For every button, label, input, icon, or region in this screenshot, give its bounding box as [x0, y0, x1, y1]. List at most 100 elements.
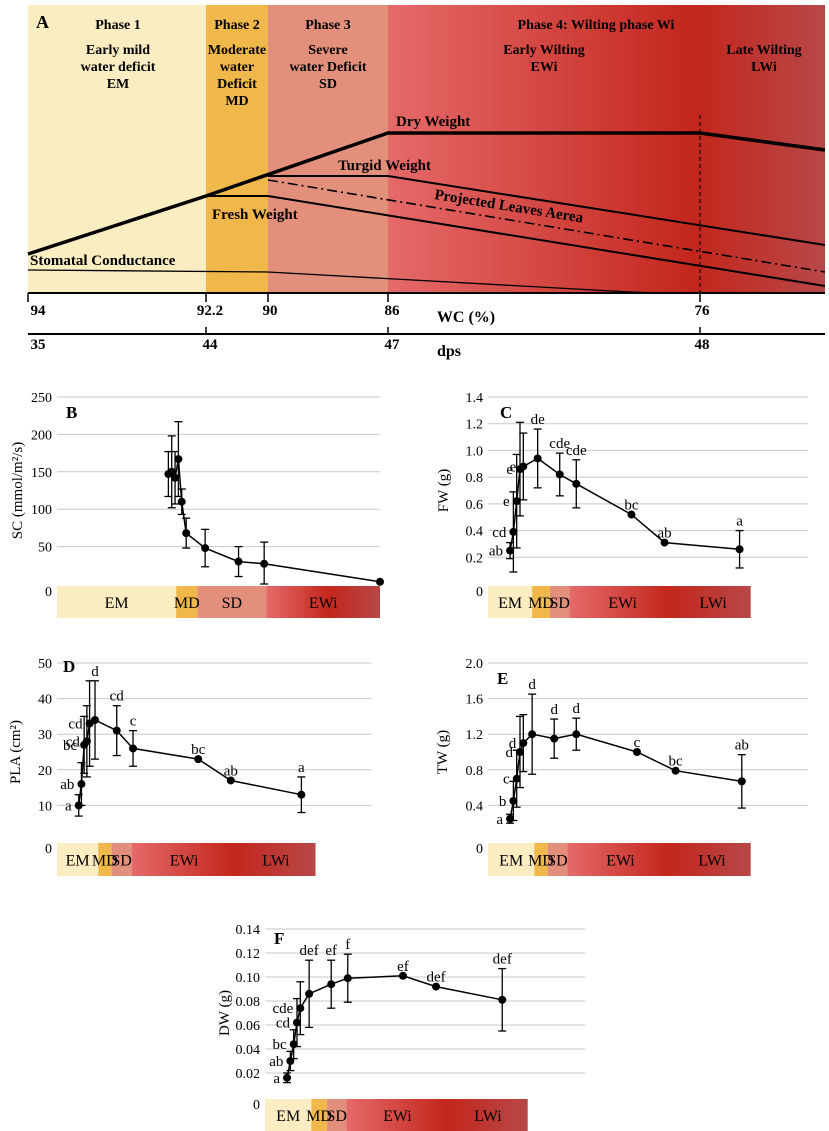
chart-b-point — [260, 559, 269, 568]
chart-b-point — [376, 577, 384, 586]
chart-b-point — [182, 529, 191, 538]
chart-f-band-label: EM — [276, 1108, 300, 1125]
chart-f-ytick-label: 0.02 — [236, 1067, 261, 1082]
chart-c-sig-label: bc — [624, 498, 639, 514]
chart-d-point — [74, 801, 83, 810]
fresh-weight-label: Fresh Weight — [212, 207, 298, 223]
chart-c-point — [512, 497, 521, 506]
chart-e-band-label: SD — [547, 853, 567, 870]
chart-d-sig-label: d — [91, 664, 99, 680]
chart-e-band-label: EM — [499, 853, 523, 870]
chart-b-point — [234, 557, 243, 566]
phase2-line4: MD — [225, 94, 248, 109]
chart-f-ytick-label: 0.08 — [236, 995, 261, 1010]
chart-e-point — [506, 814, 515, 823]
chart-f-sig-label: ef — [397, 959, 409, 975]
chart-b-ytick-label: 50 — [38, 541, 52, 556]
chart-c-ytick-label: 0 — [476, 585, 483, 600]
phase4-background — [388, 5, 825, 293]
ewi-line1: Early Wilting — [503, 43, 585, 58]
chart-e-point — [737, 777, 746, 786]
chart-d-point — [82, 737, 91, 746]
chart-d-ytick-label: 20 — [38, 764, 52, 779]
chart-e-panel-letter: E — [497, 669, 508, 688]
phase3-line1: Severe — [308, 43, 347, 58]
chart-f-point — [305, 989, 314, 998]
chart-c-ytick-label: 0.8 — [466, 471, 484, 486]
chart-b-ytick-label: 100 — [31, 503, 52, 518]
chart-f: 0 0.02 0.04 0.06 0.08 0.10 0.12 0.14 DW (g) F EM MD… — [217, 923, 585, 1131]
chart-e-point — [509, 796, 518, 805]
chart-c-point — [660, 538, 669, 547]
chart-e-band-label: MD — [528, 853, 554, 870]
chart-f-ytick-label: 0.10 — [236, 971, 261, 986]
chart-e-point — [528, 730, 537, 739]
chart-b-point — [171, 473, 180, 482]
phase2-line2: water — [220, 60, 254, 75]
chart-e-ylabel: TW (g) — [435, 730, 451, 774]
chart-b-panel-letter: B — [66, 403, 77, 422]
chart-e-point — [550, 734, 559, 743]
chart-b-band-em — [57, 586, 177, 618]
chart-d-band-md — [98, 843, 112, 876]
chart-e-sig-label: c — [503, 772, 510, 788]
chart-d-band-em — [57, 843, 99, 876]
chart-b-ytick-label: 150 — [31, 466, 52, 481]
phase1-line1: Early mild — [86, 43, 150, 58]
chart-c-ytick-label: 1.2 — [466, 418, 484, 433]
panel-a: A Phase 1 Early mild water deficit EM Ph… — [27, 5, 826, 360]
phase2-background — [206, 5, 268, 293]
chart-f-point — [286, 1057, 295, 1065]
wc-tick-90: 90 — [263, 303, 278, 319]
wc-tick-94: 94 — [31, 303, 47, 319]
chart-d-band-wilting — [131, 843, 316, 876]
chart-e-sig-label: ab — [735, 738, 749, 754]
chart-d-point — [77, 780, 86, 789]
phase2-line3: Deficit — [217, 77, 257, 92]
chart-d-sig-label: bc — [191, 742, 206, 758]
chart-e-ytick-label: 0.8 — [466, 764, 484, 779]
dps-tick-47: 47 — [385, 337, 401, 353]
chart-b-band-label: SD — [222, 595, 242, 612]
chart-b-ytick-label: 0 — [45, 585, 52, 600]
chart-c-band-label: MD — [528, 595, 554, 612]
chart-e-sig-label: d — [573, 701, 581, 717]
chart-f-sig-label: ef — [325, 943, 337, 959]
chart-d-band-label: EM — [66, 853, 90, 870]
chart-c-sig-label: cde — [549, 436, 570, 452]
chart-d-ytick-label: 30 — [38, 728, 52, 743]
chart-d-ytick-label: 10 — [38, 799, 52, 814]
chart-c-band-sd — [549, 586, 570, 618]
chart-b-ytick-label: 250 — [31, 391, 52, 406]
chart-d-ytick-label: 50 — [38, 657, 52, 672]
chart-c-band-label: LWi — [699, 595, 727, 612]
phase2-title: Phase 2 — [214, 18, 260, 33]
chart-c-ylabel: FW (g) — [436, 469, 452, 512]
phase4-title: Phase 4: Wilting phase Wi — [518, 18, 675, 33]
chart-e-sig-label: a — [496, 812, 503, 828]
chart-f-band-label: SD — [326, 1108, 346, 1125]
chart-c-sig-label: cde — [566, 443, 587, 459]
chart-f-point — [293, 1018, 301, 1027]
chart-f-sig-label: bc — [273, 1037, 288, 1053]
chart-c-sig-label: e — [510, 459, 517, 475]
chart-d-sig-label: a — [65, 798, 72, 814]
chart-c-ytick-label: 1.4 — [466, 391, 484, 406]
phase3-title: Phase 3 — [305, 18, 351, 33]
chart-f-series-line — [286, 975, 503, 1078]
chart-d-band-label: EWi — [170, 853, 199, 870]
chart-f-band-label: EWi — [383, 1108, 412, 1125]
chart-d-sig-label: ab — [60, 777, 74, 793]
chart-e-sig-label: d — [506, 745, 514, 761]
chart-f-point — [283, 1073, 292, 1082]
chart-c-point — [627, 510, 636, 519]
chart-f-ytick-label: 0.04 — [236, 1043, 261, 1058]
chart-c-point — [572, 479, 581, 488]
dps-tick-35: 35 — [31, 337, 46, 353]
chart-f-ytick-label: 0 — [253, 1098, 260, 1113]
wc-tick-86: 86 — [385, 303, 401, 319]
chart-e-ytick-label: 2.0 — [466, 657, 484, 672]
